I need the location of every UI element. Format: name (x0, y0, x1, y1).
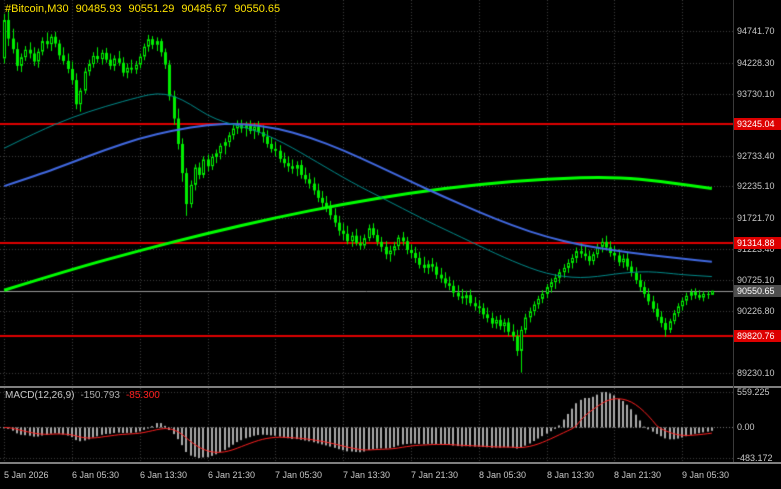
time-axis-label: 8 Jan 05:30 (479, 470, 527, 480)
macd-name-label: MACD(12,26,9) (5, 390, 75, 401)
current-price-badge: 90550.65 (734, 285, 781, 297)
price-axis-label: 92733.40 (737, 151, 775, 161)
time-axis-label: 8 Jan 21:30 (614, 470, 662, 480)
price-axis-label: 90725.10 (737, 275, 775, 285)
macd-indicator-label: MACD(12,26,9) -150.793 -85.300 (5, 390, 166, 401)
time-axis-label: 6 Jan 05:30 (72, 470, 120, 480)
high-value: 90551.29 (128, 3, 175, 15)
symbol-timeframe-label: #Bitcoin,M30 (5, 3, 69, 15)
price-axis-label: 94741.70 (737, 26, 775, 36)
time-axis-label: 6 Jan 21:30 (208, 470, 256, 480)
macd-main-value: -150.793 (80, 390, 120, 401)
close-value: 90550.65 (234, 3, 281, 15)
macd-indicator-axis[interactable]: 559.225 0.00 -483.172 (734, 387, 781, 463)
macd-axis-label: 559.225 (737, 387, 770, 397)
time-axis-label: 5 Jan 2026 (4, 470, 49, 480)
price-axis[interactable]: 94741.70 94228.30 93730.10 92733.40 92235.10… (734, 0, 781, 386)
macd-signal-value: -85.300 (125, 390, 160, 401)
macd-axis-label: -483.172 (737, 453, 773, 463)
price-axis-label: 91721.70 (737, 213, 775, 223)
time-axis-label: 7 Jan 21:30 (411, 470, 459, 480)
price-axis-label: 91223.40 (737, 244, 775, 254)
price-axis-label: 93730.10 (737, 89, 775, 99)
price-axis-label: 92235.10 (737, 181, 775, 191)
price-line-badge: 89820.76 (734, 330, 781, 342)
price-line-badge: 91314.88 (734, 237, 781, 249)
time-axis-label: 6 Jan 13:30 (140, 470, 188, 480)
open-value: 90485.93 (75, 3, 122, 15)
time-axis-separator[interactable] (0, 462, 781, 464)
price-chart-canvas[interactable] (0, 0, 733, 386)
price-axis-label: 89230.10 (737, 368, 775, 378)
axis-divider-line (733, 0, 734, 462)
time-axis[interactable]: 5 Jan 2026 6 Jan 05:30 6 Jan 13:30 6 Jan 21… (0, 464, 781, 489)
pane-separator[interactable] (0, 386, 781, 388)
macd-indicator-canvas[interactable] (0, 388, 733, 462)
time-axis-label: 7 Jan 13:30 (343, 470, 391, 480)
macd-axis-label: 0.00 (737, 422, 755, 432)
time-axis-label: 9 Jan 05:30 (682, 470, 730, 480)
chart-ohlc-title: #Bitcoin,M30 90485.93 90551.29 90485.67 9055… (5, 3, 287, 15)
time-axis-label: 8 Jan 13:30 (547, 470, 595, 480)
price-axis-label: 90226.80 (737, 306, 775, 316)
price-line-badge: 93245.04 (734, 118, 781, 130)
time-axis-label: 7 Jan 05:30 (275, 470, 323, 480)
price-axis-label: 94228.30 (737, 58, 775, 68)
low-value: 90485.67 (181, 3, 228, 15)
